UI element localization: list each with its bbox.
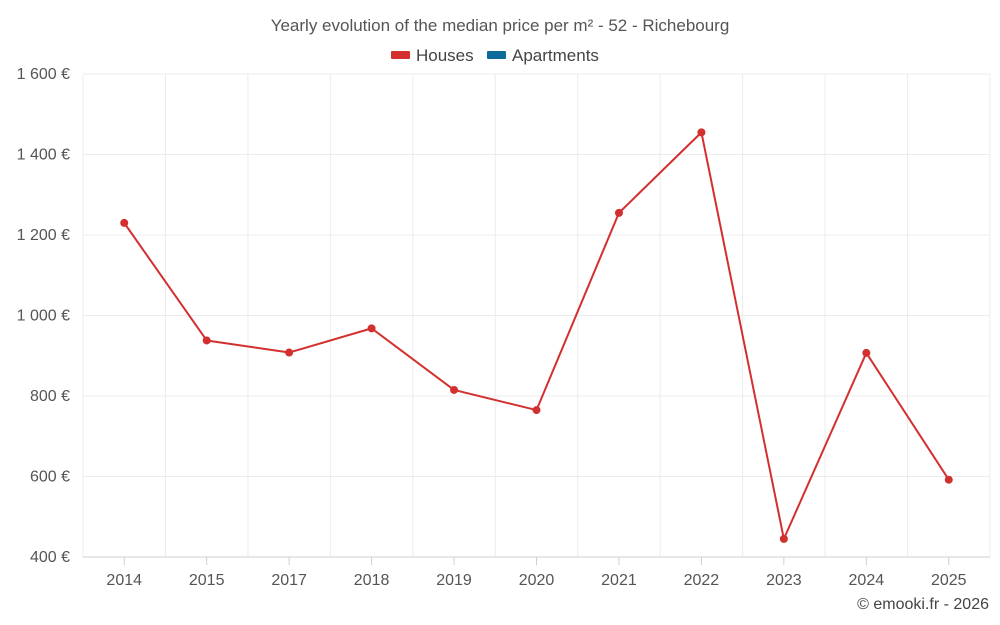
legend-swatch-apartments bbox=[487, 51, 506, 59]
data-point[interactable] bbox=[120, 218, 129, 227]
legend-label-apartments: Apartments bbox=[512, 46, 599, 65]
y-tick-label: 1 000 € bbox=[17, 308, 70, 325]
data-point[interactable] bbox=[614, 208, 623, 217]
legend-item-houses[interactable]: Houses bbox=[391, 46, 474, 65]
credit-text: © emooki.fr - 2026 bbox=[857, 596, 989, 613]
x-tick-label: 2017 bbox=[271, 572, 307, 589]
series-houses bbox=[120, 128, 953, 543]
chart-title: Yearly evolution of the median price per… bbox=[271, 16, 730, 35]
legend-item-apartments[interactable]: Apartments bbox=[487, 46, 599, 65]
data-point[interactable] bbox=[285, 348, 294, 357]
y-tick-label: 1 200 € bbox=[17, 227, 70, 244]
data-point[interactable] bbox=[450, 385, 459, 394]
y-tick-label: 600 € bbox=[30, 469, 70, 486]
legend: Houses Apartments bbox=[391, 46, 599, 65]
x-tick-label: 2025 bbox=[931, 572, 967, 589]
data-point[interactable] bbox=[862, 348, 871, 357]
x-tick-label: 2022 bbox=[684, 572, 720, 589]
y-tick-label: 400 € bbox=[30, 549, 70, 566]
x-axis-ticks: 2014 2015 2017 2018 2019 2020 2021 2022 2023 2024… bbox=[106, 557, 967, 589]
data-point[interactable] bbox=[202, 336, 211, 345]
data-point[interactable] bbox=[532, 406, 541, 415]
y-tick-label: 1 600 € bbox=[17, 66, 70, 83]
y-axis-ticks: 400 € 600 € 800 € 1 000 € 1 200 € 1 400 € 1 60… bbox=[17, 66, 70, 566]
data-point[interactable] bbox=[779, 534, 788, 543]
x-tick-label: 2015 bbox=[189, 572, 225, 589]
x-tick-label: 2019 bbox=[436, 572, 472, 589]
x-gridlines bbox=[82, 74, 991, 557]
y-tick-label: 800 € bbox=[30, 388, 70, 405]
x-tick-label: 2020 bbox=[519, 572, 555, 589]
data-point[interactable] bbox=[367, 324, 376, 333]
legend-label-houses: Houses bbox=[416, 46, 474, 65]
y-tick-label: 1 400 € bbox=[17, 147, 70, 164]
legend-swatch-houses bbox=[391, 51, 410, 59]
y-gridlines bbox=[83, 73, 990, 558]
data-point[interactable] bbox=[697, 128, 706, 137]
x-tick-label: 2014 bbox=[106, 572, 142, 589]
x-tick-label: 2024 bbox=[849, 572, 885, 589]
x-tick-label: 2023 bbox=[766, 572, 802, 589]
data-point[interactable] bbox=[944, 475, 953, 484]
x-tick-label: 2018 bbox=[354, 572, 390, 589]
x-tick-label: 2021 bbox=[601, 572, 637, 589]
